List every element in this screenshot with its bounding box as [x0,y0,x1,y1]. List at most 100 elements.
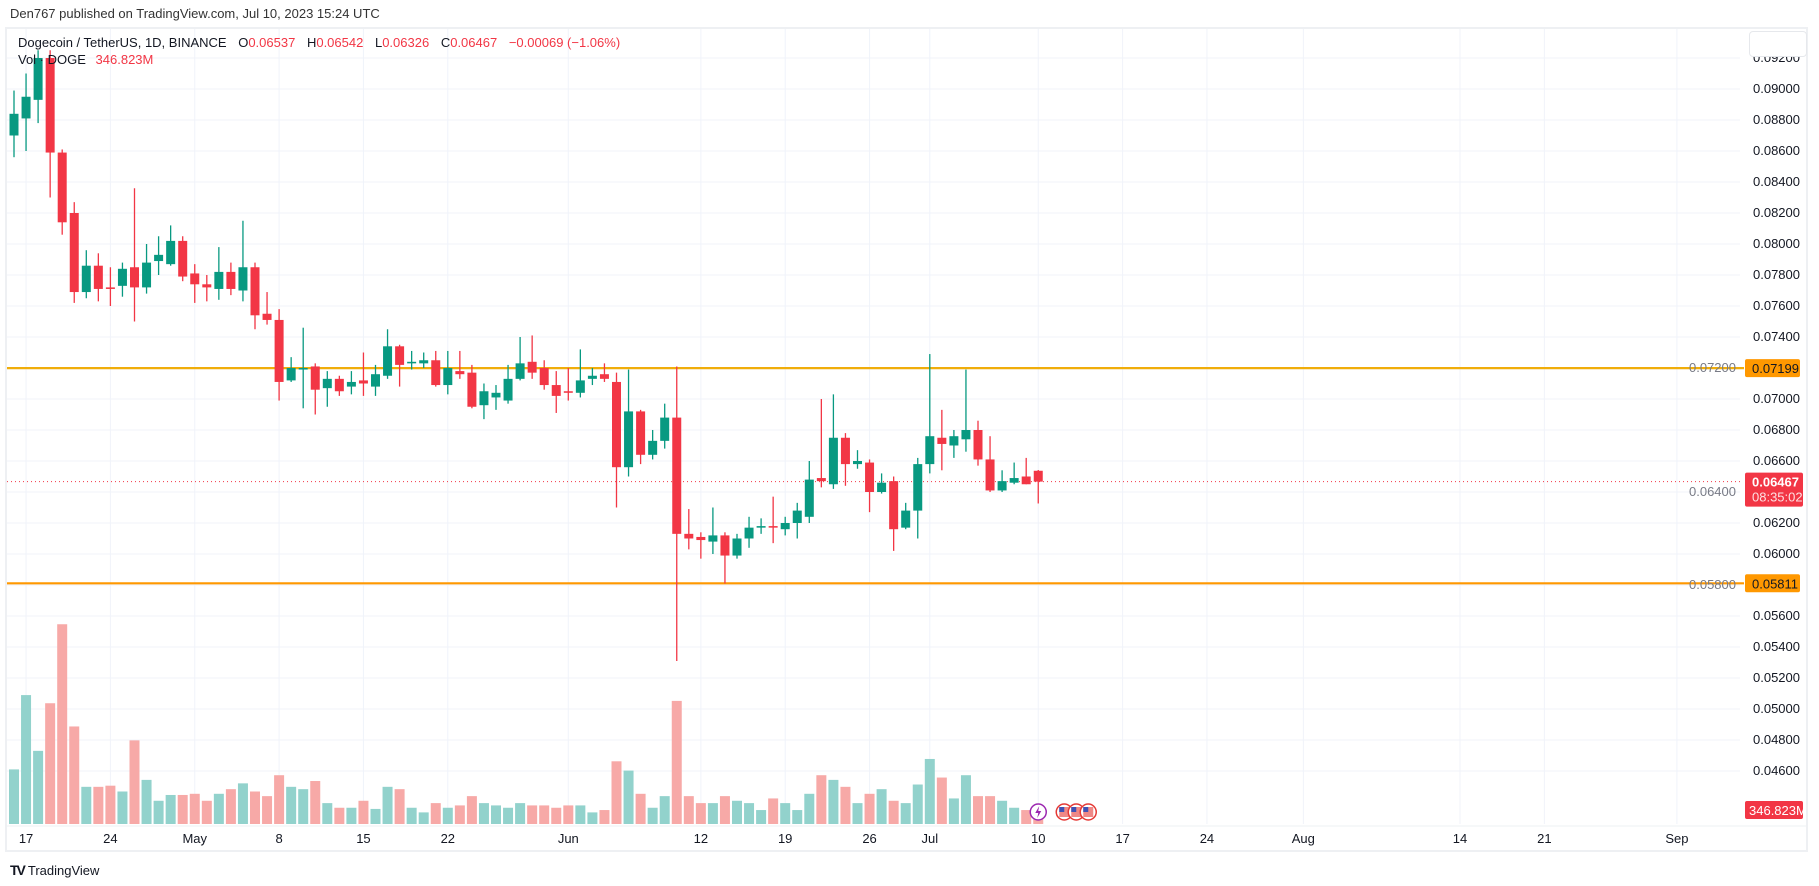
volume-bar [358,800,369,824]
volume-bar [81,786,92,824]
candle-body [599,374,609,379]
volume-bar [189,793,200,824]
price-tick-label: 0.07400 [1753,329,1800,344]
volume-bar [117,791,128,824]
time-tick-label: 14 [1453,831,1467,846]
candle-body [660,417,670,441]
price-tick-label: 0.06000 [1753,546,1800,561]
volume-bar [912,784,923,824]
volume-bar [997,800,1008,824]
volume-bar [69,726,80,824]
candle-body [515,363,525,379]
candle-body [21,96,31,119]
candle-body [780,523,790,530]
candle-body [587,375,597,379]
price-axis-settings-box[interactable] [1749,31,1807,57]
low-value: 0.06326 [382,35,430,50]
candle-body [696,536,706,541]
volume-bar [418,812,429,824]
candle-body [33,58,43,100]
volume-bar [33,750,44,824]
volume-bar [225,789,236,824]
volume-bar [683,796,694,824]
open-label: O [238,35,249,50]
candle-body [45,58,55,153]
candle-body [250,267,260,316]
volume-bar [442,807,453,824]
close-value: 0.06467 [450,35,498,50]
candle-body [443,368,453,386]
candle-body [166,240,176,265]
open-value: 0.06537 [248,35,296,50]
chart-legend: Dogecoin / TetherUS, 1D, BINANCE O0.0653… [18,34,620,68]
volume-bar [93,786,104,824]
event-markers [1029,803,1097,821]
candle-body [612,381,621,468]
time-tick-label: Aug [1292,831,1315,846]
volume-bar [250,791,260,824]
candle-body [672,417,682,534]
candle-body [117,268,127,286]
volume-bar [671,700,682,824]
candle-body [624,411,634,468]
symbol-title[interactable]: Dogecoin / TetherUS, 1D, BINANCE [18,35,227,50]
candle-body [226,271,236,289]
volume-bar [659,796,670,824]
candle-body [985,459,995,491]
candle-body [768,526,778,528]
chart-frame [5,27,1808,852]
volume-bar [876,789,887,824]
candle-body [81,265,91,293]
candle-body [322,378,332,389]
candle-body [732,538,742,556]
candle-body [395,346,405,365]
volume-bar [491,805,501,824]
volume-bar [840,786,851,824]
volume-bar [237,783,248,824]
candle-body [9,113,19,136]
candle-body [961,430,971,440]
candle-body [491,392,501,398]
tradingview-brand[interactable]: TradingView [27,862,100,878]
volume-bar [213,793,224,824]
volume-bar [346,807,357,824]
time-tick-label: 15 [356,831,370,846]
volume-bar [406,807,417,824]
volume-bar [924,758,935,824]
time-tick-label: 12 [694,831,708,846]
candle-body [419,360,429,364]
candle-body [901,510,911,528]
volume-title[interactable]: Vol · DOGE [18,52,86,67]
volume-bar [286,786,297,824]
candle-body [479,391,489,406]
volume-bar [888,800,899,824]
footer: TV TradingView [10,862,99,878]
candle-body [889,481,899,530]
volume-bar [599,810,610,824]
candle-body [467,372,477,407]
volume-bar [153,800,164,824]
volume-bar [647,807,658,824]
price-tick-label: 0.05400 [1753,639,1800,654]
volume-bar [695,803,706,824]
price-tick-label: 0.04600 [1753,763,1800,778]
candle-body [238,267,248,291]
time-tick-label: May [182,831,207,846]
candle-body [684,533,694,539]
flag-canton [1083,807,1089,812]
candle-body [105,287,115,289]
tradingview-logo-icon[interactable]: TV [10,862,26,878]
candle-body [371,374,380,387]
price-tick-label: 0.08600 [1753,143,1800,158]
volume-bar [551,807,562,824]
volume-bar [852,803,863,824]
last-price-label: 0.06467 [1752,475,1799,490]
volume-bar [828,779,839,824]
volume-bar [454,805,465,824]
volume-bar [466,796,477,824]
price-tick-label: 0.06800 [1753,422,1800,437]
price-tick-label: 0.07000 [1753,391,1800,406]
volume-bar [177,794,188,824]
candle-body [925,436,935,465]
